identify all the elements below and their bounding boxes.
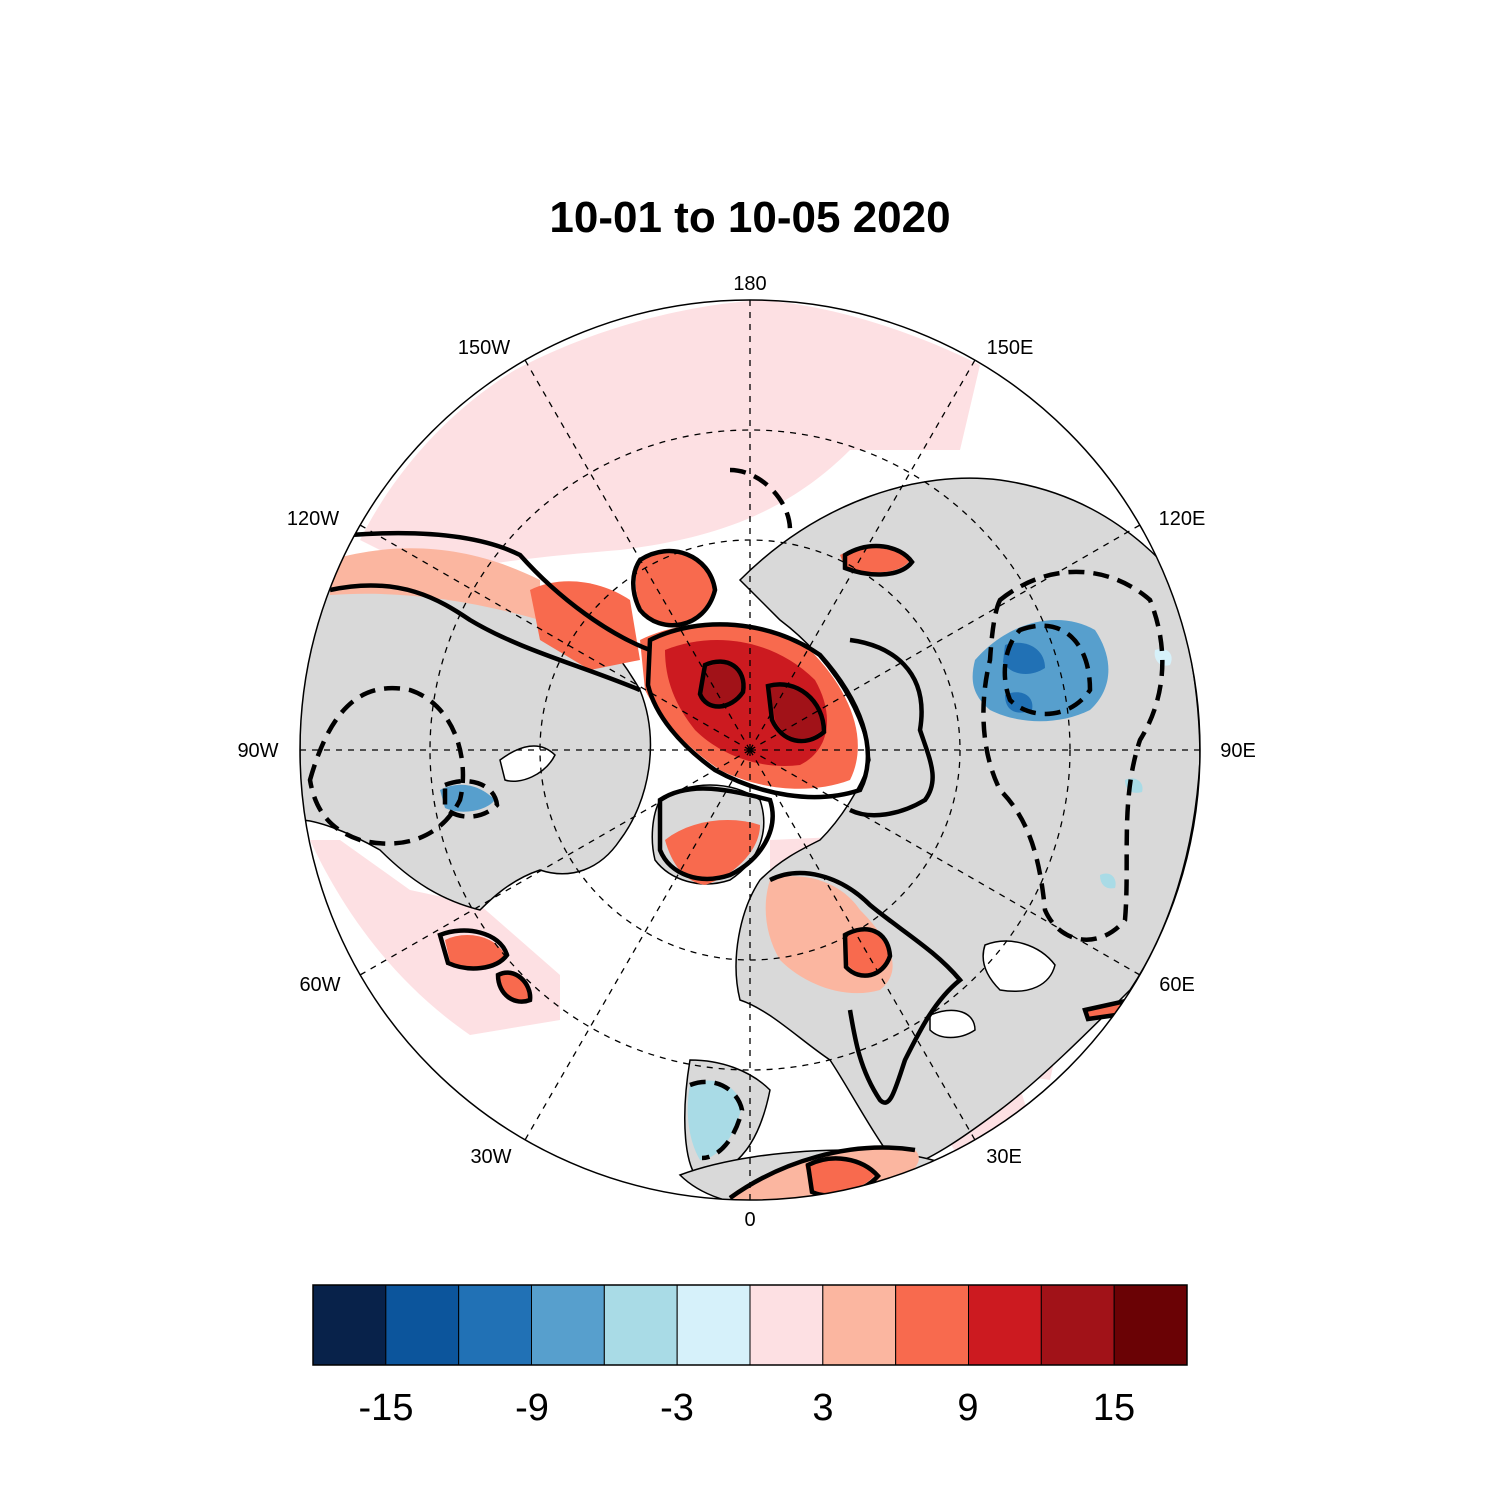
lon-label-60w: 60W	[299, 974, 340, 996]
colorbar-swatch	[603, 1284, 678, 1366]
colorbar-label: 15	[1093, 1387, 1135, 1429]
negative-anomaly-dashed-contours	[307, 467, 1165, 1161]
lon-label-120w: 120W	[287, 508, 339, 530]
colorbar-label: 3	[812, 1387, 833, 1429]
colorbar-swatch	[676, 1284, 751, 1366]
lon-label-90e: 90E	[1220, 740, 1256, 762]
lon-label-30w: 30W	[470, 1146, 511, 1168]
colorbar-swatch	[312, 1284, 387, 1366]
graticule	[300, 300, 1200, 1200]
map-title: 10-01 to 10-05 2020	[549, 193, 950, 242]
colorbar-label: -3	[660, 1387, 694, 1429]
longitude-labels: 180 150E 120E 90E 60E 30E 0 30W 60W 90W …	[237, 273, 1255, 1231]
lon-label-30e: 30E	[986, 1146, 1022, 1168]
colorbar-label: -9	[515, 1387, 549, 1429]
lon-label-120e: 120E	[1159, 508, 1206, 530]
anomaly-contours	[329, 530, 1133, 1200]
lon-label-150e: 150E	[987, 337, 1034, 359]
colorbar-swatch	[968, 1284, 1042, 1366]
lon-label-90w: 90W	[237, 740, 278, 762]
inland-seas	[499, 745, 1056, 1039]
polar-map	[299, 299, 1201, 1201]
lon-label-150w: 150W	[458, 337, 510, 359]
colorbar-swatch	[749, 1284, 824, 1366]
colorbar-swatch	[822, 1284, 897, 1366]
lon-label-0: 0	[744, 1209, 755, 1231]
colorbar-frame	[312, 1284, 1188, 1366]
colorbar-swatches	[312, 1284, 1188, 1366]
colorbar-swatch	[458, 1284, 533, 1366]
lon-label-180: 180	[733, 273, 766, 295]
colorbar-swatch	[1113, 1284, 1188, 1366]
colorbar: -15 -9 -3 3 9 15	[312, 1284, 1188, 1429]
colorbar-swatch	[531, 1284, 605, 1366]
colorbar-label: 9	[957, 1387, 978, 1429]
colorbar-swatch	[385, 1284, 460, 1366]
map-boundary	[299, 299, 1201, 1201]
colorbar-swatch	[1040, 1284, 1115, 1366]
colorbar-labels: -15 -9 -3 3 9 15	[359, 1387, 1136, 1429]
colorbar-label: -15	[359, 1387, 414, 1429]
lon-label-60e: 60E	[1159, 974, 1195, 996]
colorbar-swatch	[895, 1284, 969, 1366]
